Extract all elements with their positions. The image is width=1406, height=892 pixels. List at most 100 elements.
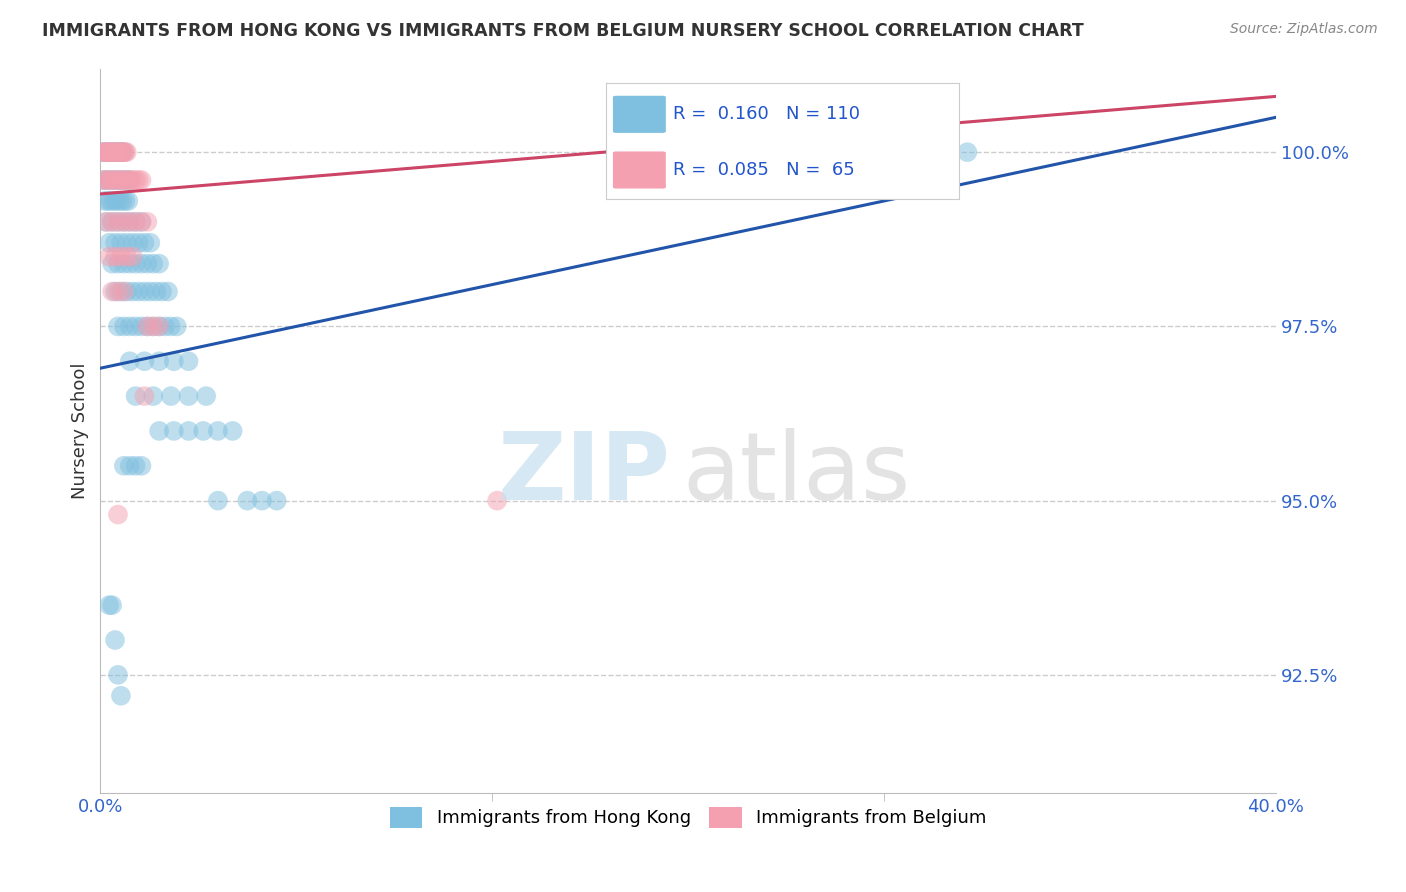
Point xyxy=(128,235,150,250)
Point xyxy=(111,145,134,160)
Point xyxy=(136,319,159,334)
Point xyxy=(134,285,156,299)
Point xyxy=(207,424,229,438)
Point xyxy=(104,145,127,160)
Point xyxy=(91,173,114,187)
Point xyxy=(108,145,131,160)
Y-axis label: Nursery School: Nursery School xyxy=(72,363,89,500)
Point xyxy=(103,194,125,208)
Point xyxy=(104,145,127,160)
Point xyxy=(98,145,121,160)
Point xyxy=(134,389,156,403)
Point xyxy=(124,458,146,473)
Point xyxy=(142,257,165,271)
Point xyxy=(118,319,141,334)
Point xyxy=(150,285,173,299)
Point xyxy=(96,145,118,160)
Point xyxy=(97,194,120,208)
Point xyxy=(121,285,143,299)
Point xyxy=(91,145,114,160)
Point xyxy=(107,257,129,271)
Point xyxy=(98,235,121,250)
Point xyxy=(142,319,165,334)
Point xyxy=(118,215,141,229)
Point xyxy=(94,194,117,208)
Point xyxy=(118,173,141,187)
Point xyxy=(112,173,135,187)
Point xyxy=(104,285,127,299)
Point xyxy=(136,215,159,229)
Point xyxy=(112,173,135,187)
Point xyxy=(101,285,124,299)
Point xyxy=(142,389,165,403)
Point xyxy=(101,145,124,160)
Point xyxy=(124,215,146,229)
Point xyxy=(101,173,124,187)
Point xyxy=(100,145,122,160)
Point xyxy=(160,319,183,334)
Point xyxy=(163,354,186,368)
Point xyxy=(193,424,215,438)
Point xyxy=(139,285,162,299)
Point xyxy=(131,215,153,229)
Point xyxy=(98,173,121,187)
Point xyxy=(108,145,131,160)
Point xyxy=(105,145,128,160)
Point xyxy=(177,354,200,368)
Point xyxy=(103,145,125,160)
Point xyxy=(98,598,121,612)
Point xyxy=(98,250,121,264)
Point xyxy=(115,145,138,160)
Point xyxy=(111,194,134,208)
Point xyxy=(96,215,118,229)
Point xyxy=(112,215,135,229)
Point xyxy=(110,145,132,160)
Point xyxy=(107,145,129,160)
Point xyxy=(136,319,159,334)
Point xyxy=(115,285,138,299)
Point xyxy=(177,424,200,438)
Point xyxy=(136,257,159,271)
Legend: Immigrants from Hong Kong, Immigrants from Belgium: Immigrants from Hong Kong, Immigrants fr… xyxy=(382,800,994,835)
Point xyxy=(118,257,141,271)
Point xyxy=(148,257,170,271)
Point xyxy=(148,319,170,334)
Point xyxy=(124,389,146,403)
Point xyxy=(134,235,156,250)
Point xyxy=(110,689,132,703)
Point xyxy=(101,215,124,229)
Point xyxy=(110,250,132,264)
Point xyxy=(115,250,138,264)
Point xyxy=(101,215,124,229)
Point xyxy=(163,424,186,438)
Point xyxy=(131,257,153,271)
Point xyxy=(112,319,135,334)
Point xyxy=(124,319,146,334)
Point xyxy=(124,257,146,271)
Point xyxy=(96,215,118,229)
Point xyxy=(156,285,179,299)
Point xyxy=(128,285,150,299)
Point xyxy=(131,458,153,473)
Point xyxy=(108,194,131,208)
Point xyxy=(112,145,135,160)
Point xyxy=(96,173,118,187)
Point xyxy=(100,194,122,208)
Point xyxy=(115,235,138,250)
Point xyxy=(110,173,132,187)
Point xyxy=(101,173,124,187)
Point xyxy=(96,145,118,160)
Point xyxy=(112,257,135,271)
Point xyxy=(104,173,127,187)
Point xyxy=(98,173,121,187)
Point xyxy=(100,145,122,160)
Point xyxy=(153,319,176,334)
Text: atlas: atlas xyxy=(682,428,911,520)
Point xyxy=(91,145,114,160)
Point xyxy=(105,145,128,160)
Point xyxy=(104,250,127,264)
Point xyxy=(101,145,124,160)
Point xyxy=(121,235,143,250)
Point xyxy=(96,173,118,187)
Point xyxy=(195,389,218,403)
